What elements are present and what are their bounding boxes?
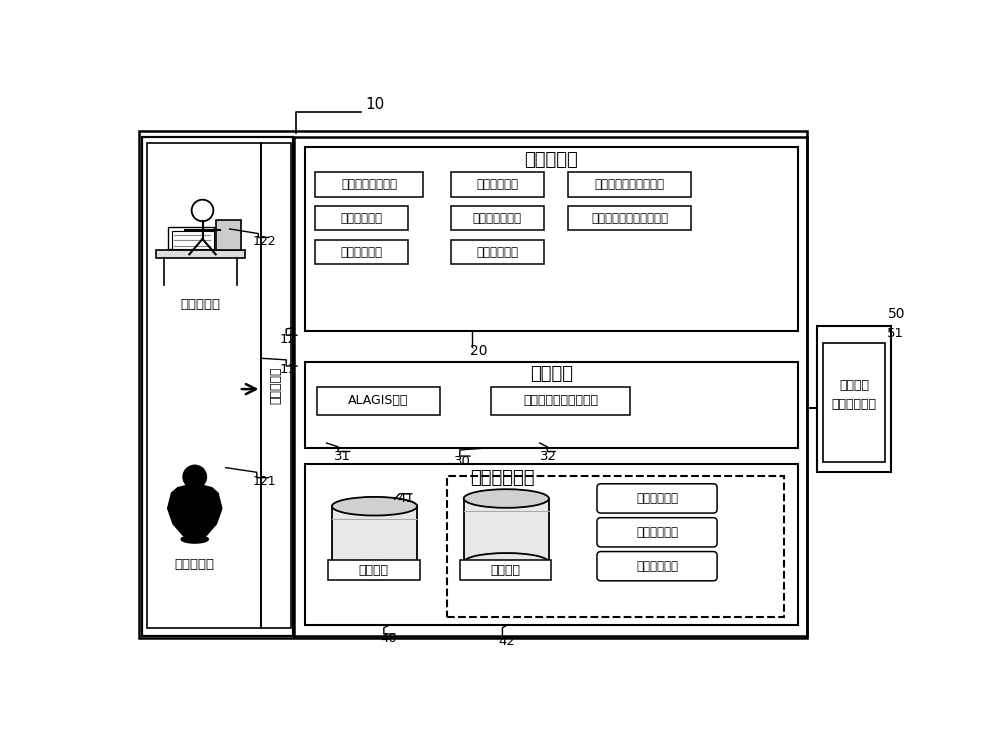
Polygon shape: [168, 485, 222, 539]
Bar: [305, 464, 798, 625]
Text: 变压器超过载展示模块: 变压器超过载展示模块: [595, 178, 665, 191]
Bar: [305, 147, 798, 332]
Bar: [332, 506, 417, 570]
Bar: [328, 560, 420, 580]
Bar: [315, 240, 408, 264]
Text: 查询搜索模块: 查询搜索模块: [340, 212, 382, 225]
Ellipse shape: [332, 497, 417, 516]
Ellipse shape: [181, 536, 208, 543]
Text: 拓扑分析模块: 拓扑分析模块: [340, 246, 382, 258]
Bar: [147, 143, 261, 628]
Bar: [315, 172, 423, 197]
Bar: [305, 362, 798, 448]
Text: 倒闸模拟模块: 倒闸模拟模块: [476, 246, 518, 258]
Text: 20: 20: [470, 343, 487, 357]
Text: 30: 30: [454, 455, 471, 468]
Text: 数据库子系统: 数据库子系统: [470, 468, 534, 487]
Bar: [315, 206, 408, 230]
Text: 普通工作站: 普通工作站: [180, 298, 220, 311]
Bar: [823, 343, 885, 462]
Bar: [450, 172, 544, 197]
Text: 设备拓扑信息: 设备拓扑信息: [636, 559, 678, 573]
Text: 工作站管理: 工作站管理: [270, 366, 283, 404]
Text: 设备参数信息: 设备参数信息: [636, 526, 678, 539]
Bar: [294, 137, 807, 636]
FancyBboxPatch shape: [597, 484, 717, 513]
Bar: [216, 220, 241, 251]
Bar: [156, 251, 245, 258]
Text: 电力数据: 电力数据: [491, 564, 521, 576]
Circle shape: [182, 465, 207, 489]
Bar: [450, 206, 544, 230]
Text: 51: 51: [887, 327, 904, 340]
Text: 32: 32: [540, 451, 557, 463]
Text: 41: 41: [398, 492, 415, 505]
Text: 设备空间信息: 设备空间信息: [636, 492, 678, 505]
Text: 建筑用电量着色展示模块: 建筑用电量着色展示模块: [591, 212, 668, 225]
Bar: [491, 387, 630, 414]
Text: 管理系统接口: 管理系统接口: [832, 398, 877, 411]
Text: 31: 31: [334, 451, 351, 463]
Text: 基础资源: 基础资源: [839, 379, 869, 391]
Text: 支撑平台: 支撑平台: [530, 366, 573, 383]
Bar: [450, 240, 544, 264]
Text: 统计分析模块: 统计分析模块: [476, 178, 518, 191]
Bar: [168, 227, 214, 249]
Bar: [447, 476, 784, 617]
Text: 应用子系统: 应用子系统: [524, 152, 578, 169]
Text: 停电可视化模块: 停电可视化模块: [473, 212, 522, 225]
Text: 12: 12: [280, 332, 297, 346]
Text: 11: 11: [280, 363, 297, 377]
Bar: [568, 206, 691, 230]
Bar: [172, 231, 214, 249]
Text: 121: 121: [253, 475, 276, 488]
Text: 地图数据: 地图数据: [359, 564, 389, 576]
Bar: [142, 137, 293, 636]
Bar: [139, 131, 807, 638]
Circle shape: [192, 200, 213, 221]
Text: 领导工作站: 领导工作站: [175, 558, 215, 571]
Text: 10: 10: [365, 97, 384, 112]
Text: 40: 40: [381, 632, 398, 645]
Bar: [261, 143, 291, 628]
Text: 50: 50: [888, 307, 905, 321]
Ellipse shape: [332, 561, 417, 579]
Text: 122: 122: [253, 235, 276, 248]
FancyBboxPatch shape: [597, 551, 717, 581]
Text: 多个中间信息交互模块: 多个中间信息交互模块: [523, 394, 598, 407]
Ellipse shape: [464, 553, 549, 572]
Bar: [317, 387, 440, 414]
FancyBboxPatch shape: [597, 518, 717, 547]
Ellipse shape: [464, 489, 549, 508]
Text: 42: 42: [499, 635, 515, 648]
Bar: [817, 326, 891, 472]
Bar: [464, 499, 549, 562]
Bar: [568, 172, 691, 197]
Bar: [460, 560, 551, 580]
Text: ALAGIS平台: ALAGIS平台: [348, 394, 409, 407]
Text: 地图基本操作模块: 地图基本操作模块: [341, 178, 397, 191]
